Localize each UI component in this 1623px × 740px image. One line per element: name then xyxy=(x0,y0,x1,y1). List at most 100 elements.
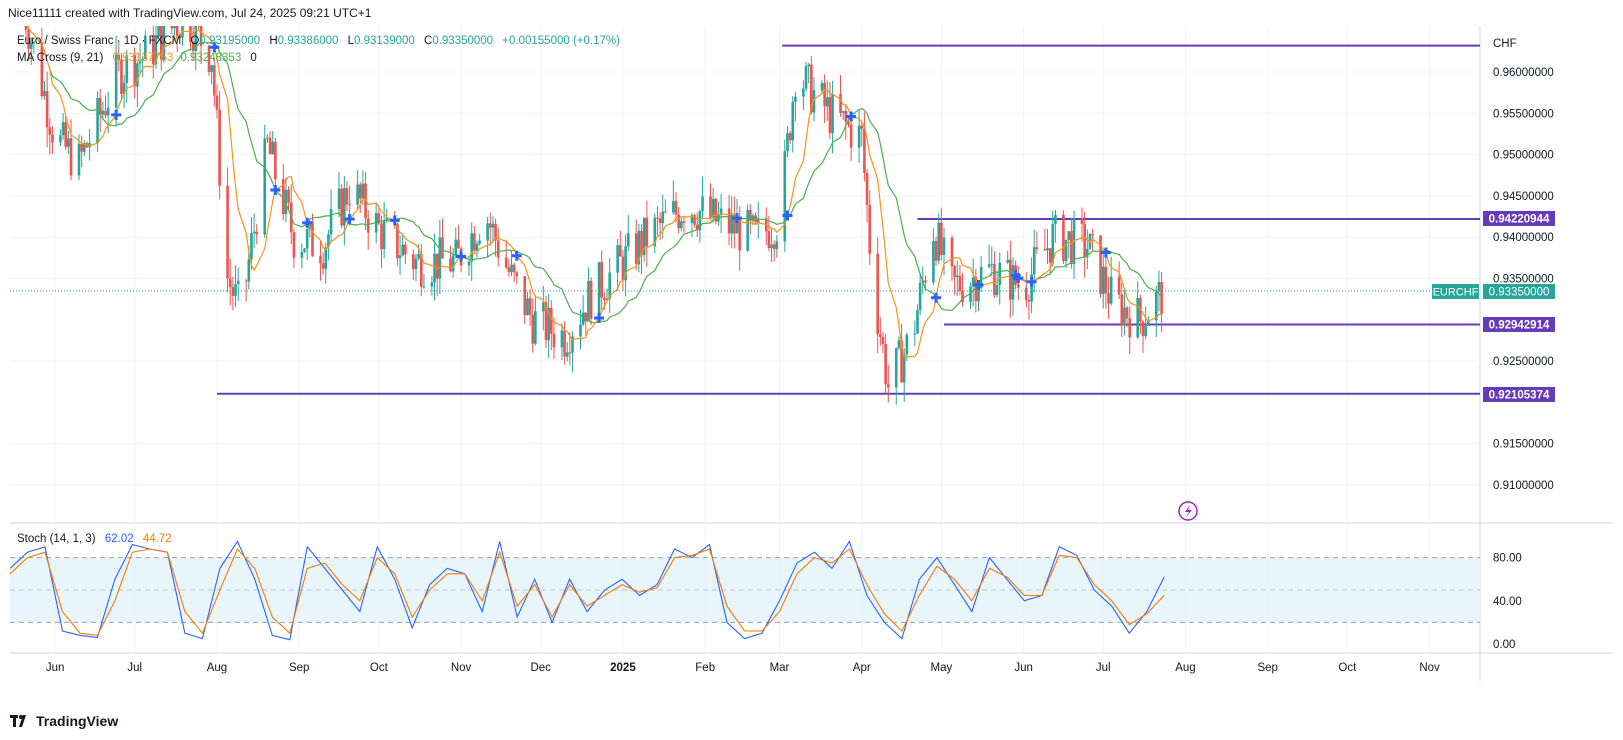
candle-body xyxy=(770,244,773,249)
candle-body xyxy=(746,209,749,251)
candle-body xyxy=(626,233,630,247)
horizontal-levels[interactable] xyxy=(216,44,1480,395)
candle-body xyxy=(772,244,776,249)
candle-body xyxy=(844,111,848,122)
legend-h-value: 0.93386000 xyxy=(278,35,339,47)
time-tick-label: Apr xyxy=(853,662,871,674)
candle-body xyxy=(621,256,625,281)
candle-body xyxy=(1009,259,1012,300)
candle-body xyxy=(475,243,479,251)
ma-legend[interactable]: MA Cross (9, 21) 0.93137753 0.93248353 0 xyxy=(17,52,257,64)
candle-body xyxy=(1083,223,1086,258)
candle-body xyxy=(1030,274,1033,302)
candle-body xyxy=(398,255,402,259)
candle-body xyxy=(916,310,919,334)
candle-body xyxy=(48,127,52,135)
candle-body xyxy=(173,25,176,29)
ma-cross-marker xyxy=(111,109,122,120)
time-tick-label: Oct xyxy=(1338,662,1357,674)
candle-body xyxy=(228,278,232,288)
candle-body xyxy=(430,282,434,287)
time-tick-label: Aug xyxy=(207,662,227,674)
time-tick-label: Oct xyxy=(370,662,389,674)
candle-body xyxy=(451,255,455,272)
stoch-legend[interactable]: Stoch (14, 1, 3) 62.02 44.72 xyxy=(17,533,172,545)
candle-body xyxy=(414,258,418,270)
time-tick-label: Jun xyxy=(1014,662,1033,674)
candle-body xyxy=(733,214,736,234)
candle-body xyxy=(1051,223,1055,263)
candle-body xyxy=(61,122,65,136)
footer-brand[interactable]: TradingView xyxy=(10,713,118,729)
candle-body xyxy=(321,263,325,269)
candle-body xyxy=(170,19,174,29)
support-major-label: 0.92105374 xyxy=(1483,387,1555,402)
candle-body xyxy=(271,141,274,155)
candle-body xyxy=(868,204,872,254)
candle-body xyxy=(1101,266,1105,294)
candle-body xyxy=(1011,265,1015,300)
candle-body xyxy=(24,6,28,30)
candle-body xyxy=(263,138,267,235)
lightning-icon[interactable] xyxy=(1178,501,1198,521)
candle-body xyxy=(284,189,288,215)
symbol-tag: EURCHF xyxy=(1433,287,1479,299)
ma-cross-marker xyxy=(973,280,984,290)
candle-body xyxy=(603,297,606,301)
price-pane[interactable] xyxy=(10,26,1480,522)
candle-body xyxy=(1006,259,1009,263)
candle-body xyxy=(419,254,423,287)
current-price-label: EURCHF 0.93350000 xyxy=(1432,284,1555,299)
candle-body xyxy=(640,230,643,256)
candle-body xyxy=(709,196,712,218)
candle-body xyxy=(292,232,296,258)
candle-body xyxy=(953,266,956,278)
candle-body xyxy=(340,188,343,226)
time-tick-label: Sep xyxy=(1257,662,1277,674)
candle-body xyxy=(175,25,179,36)
stoch-d-line xyxy=(9,547,1165,636)
candle-body xyxy=(568,352,572,354)
candle-body xyxy=(215,95,219,110)
candle-body xyxy=(512,264,516,273)
candle-body xyxy=(401,244,405,256)
candle-body xyxy=(473,233,476,251)
candle-body xyxy=(775,241,779,249)
candle-body xyxy=(69,138,73,176)
candle-body xyxy=(656,217,659,219)
candle-body xyxy=(98,97,102,115)
price-axis-currency: CHF xyxy=(1493,38,1517,50)
candle-body xyxy=(1035,247,1039,250)
candle-body xyxy=(786,133,789,152)
candle-body xyxy=(64,122,68,147)
candle-body xyxy=(244,280,248,282)
candle-body xyxy=(701,196,704,212)
candle-body xyxy=(711,198,715,218)
candle-body xyxy=(234,284,237,296)
price-legend[interactable]: Euro / Swiss Franc · 1D · FXCM O0.931950… xyxy=(17,35,620,47)
candle-body xyxy=(494,223,497,241)
candle-body xyxy=(987,264,991,267)
candle-body xyxy=(1064,239,1068,261)
candle-body xyxy=(823,82,826,107)
candle-body xyxy=(971,277,975,287)
candle-body xyxy=(624,246,627,281)
candle-body xyxy=(1107,293,1110,304)
candle-body xyxy=(751,215,755,221)
candle-body xyxy=(1017,284,1020,288)
ma-legend-name: MA Cross (9, 21) xyxy=(17,52,103,64)
candle-body xyxy=(857,125,861,148)
legend-o-label: O xyxy=(190,35,199,47)
candle-body xyxy=(658,218,662,224)
candle-body xyxy=(255,231,259,235)
candle-body xyxy=(247,259,251,282)
candle-body xyxy=(1054,214,1057,224)
candle-body xyxy=(435,253,439,279)
chart-svg[interactable]: 0.96000000 0.95500000 0.95000000 0.94500000… xyxy=(9,0,1613,706)
candle-body xyxy=(549,307,553,334)
candle-body xyxy=(252,231,256,234)
candle-body xyxy=(101,110,105,115)
candle-body xyxy=(1070,231,1073,265)
candle-body xyxy=(642,217,646,256)
candle-body xyxy=(969,286,972,303)
